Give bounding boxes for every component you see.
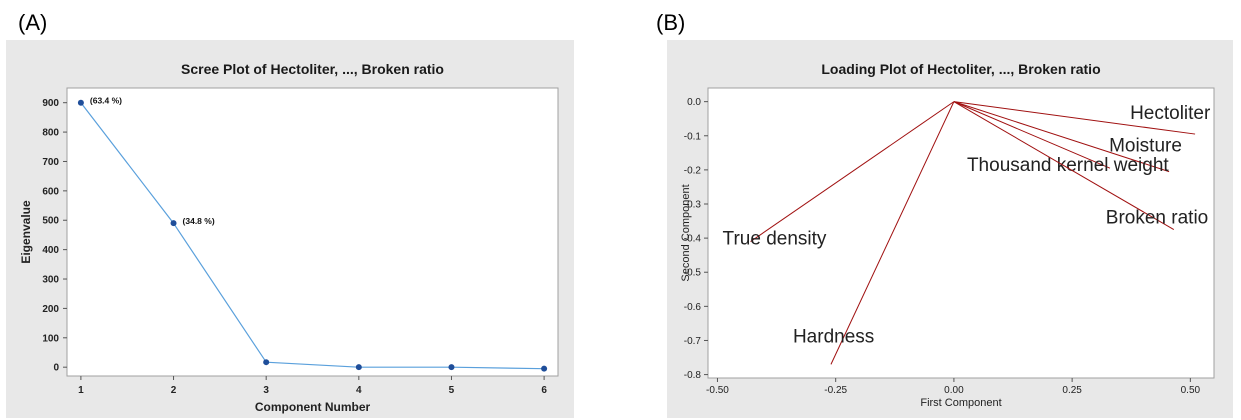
- loading-vector: [953, 101, 1175, 231]
- y-tick-label: -0.2: [684, 165, 702, 176]
- x-tick-label: 5: [449, 385, 455, 396]
- y-tick-label: 900: [42, 98, 59, 109]
- x-tick-label: 2: [171, 385, 177, 396]
- loading-vector: [953, 101, 1111, 169]
- data-point: [541, 365, 548, 372]
- data-point: [263, 359, 270, 366]
- x-tick-label: -0.50: [706, 385, 729, 396]
- vector-label: True density: [723, 229, 827, 250]
- x-tick-label: 4: [356, 385, 362, 396]
- loading-vector: [830, 101, 955, 365]
- x-axis-label: First Component: [920, 397, 1001, 409]
- y-tick-label: -0.1: [684, 131, 702, 142]
- x-tick-label: -0.25: [824, 385, 847, 396]
- data-point: [77, 99, 84, 106]
- y-tick-label: 200: [42, 304, 59, 315]
- y-tick-label: 300: [42, 275, 59, 286]
- x-tick-label: 0.25: [1062, 385, 1082, 396]
- y-tick-label: -0.8: [684, 370, 702, 381]
- loading-vector: [953, 101, 1170, 173]
- y-tick-label: 0.0: [687, 97, 701, 108]
- y-tick-label: -0.3: [684, 200, 702, 211]
- x-tick-label: 0.50: [1181, 385, 1201, 396]
- panel-label-a: (A): [18, 10, 48, 35]
- chart-title: Scree Plot of Hectoliter, ..., Broken ra…: [181, 61, 444, 77]
- data-point: [355, 364, 362, 371]
- vector-label: Hectoliter: [1130, 103, 1211, 124]
- x-tick-label: 6: [541, 385, 547, 396]
- x-tick-label: 3: [263, 385, 269, 396]
- y-tick-label: 700: [42, 157, 59, 168]
- vector-label: Moisture: [1109, 136, 1182, 157]
- point-label: (63.4 %): [90, 96, 122, 106]
- y-axis-label: Eigenvalue: [19, 200, 33, 264]
- y-axis-label: Second Component: [680, 184, 692, 281]
- y-tick-label: 0: [53, 363, 59, 374]
- loading-vector: [750, 101, 955, 242]
- y-tick-label: 500: [42, 216, 59, 227]
- vector-label: Thousand kernel weight: [967, 155, 1169, 176]
- y-tick-label: -0.6: [684, 302, 702, 313]
- x-axis-label: Component Number: [255, 400, 371, 414]
- chart-title: Loading Plot of Hectoliter, ..., Broken …: [821, 61, 1100, 77]
- data-point: [170, 220, 177, 227]
- y-tick-label: 600: [42, 186, 59, 197]
- x-tick-label: 1: [78, 385, 84, 396]
- y-tick-label: 400: [42, 245, 59, 256]
- plot-area: [66, 87, 559, 377]
- data-point: [448, 364, 455, 371]
- y-tick-label: -0.7: [684, 336, 702, 347]
- y-tick-label: -0.5: [684, 268, 702, 279]
- x-tick-label: 0.00: [944, 385, 964, 396]
- point-label: (34.8 %): [183, 216, 215, 226]
- vector-label: Hardness: [793, 326, 874, 347]
- vector-label: Broken ratio: [1106, 208, 1208, 229]
- series-line: [80, 102, 545, 370]
- plot-area: [707, 87, 1215, 379]
- panel-label-b: (B): [656, 10, 686, 35]
- loading-vector: [953, 101, 1196, 135]
- y-tick-label: 800: [42, 128, 59, 139]
- y-tick-label: 100: [42, 333, 59, 344]
- y-tick-label: -0.4: [684, 234, 702, 245]
